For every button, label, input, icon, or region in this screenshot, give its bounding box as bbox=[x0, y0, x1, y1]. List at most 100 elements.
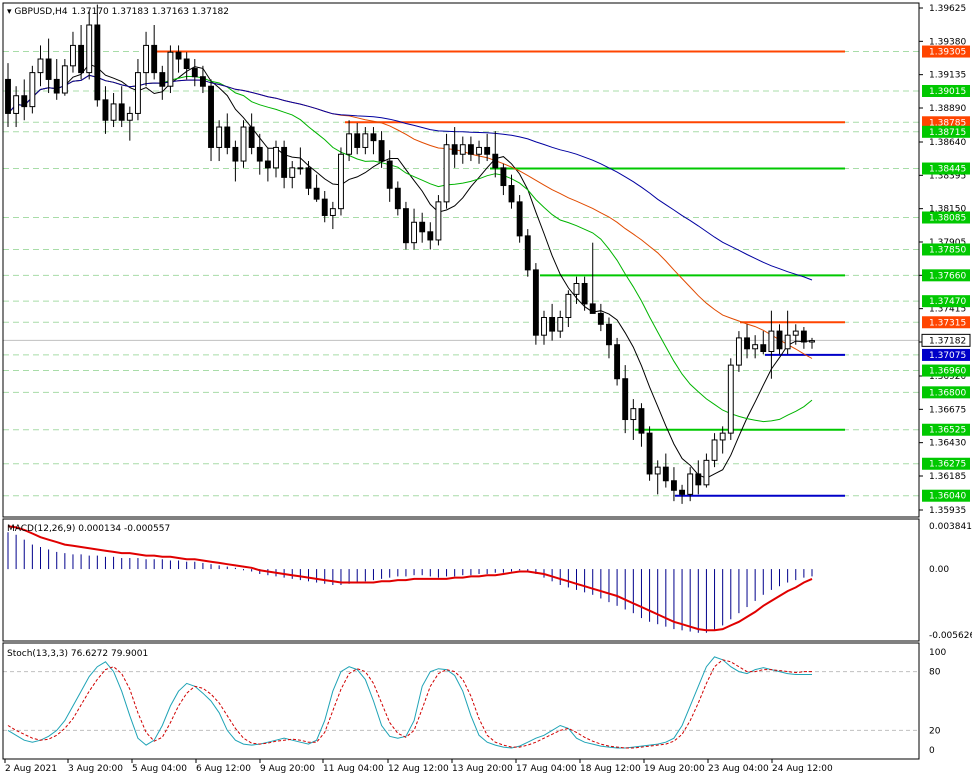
stoch-label: Stoch(13,3,3) 76.6272 79.9001 bbox=[7, 649, 148, 659]
bear-candle bbox=[281, 146, 288, 178]
level-tag-label: 1.36040 bbox=[929, 492, 966, 502]
bear-candle bbox=[776, 330, 783, 350]
level-tag-label: 1.37470 bbox=[929, 297, 966, 307]
bear-candle bbox=[191, 68, 198, 78]
price-tick-label: 1.37905 bbox=[929, 238, 966, 248]
bull-candle bbox=[727, 364, 734, 434]
time-tick-label: 23 Aug 04:00 bbox=[708, 764, 769, 774]
bear-candle bbox=[378, 140, 385, 162]
price-tick-label: 1.36920 bbox=[929, 372, 966, 382]
bear-candle bbox=[597, 312, 604, 325]
bull-candle bbox=[143, 44, 149, 74]
bull-candle bbox=[135, 72, 141, 114]
stoch-panel-frame bbox=[2, 642, 920, 760]
macd-tick-label: 0.00 bbox=[929, 565, 949, 575]
bull-candle bbox=[711, 439, 718, 461]
level-tag-box bbox=[922, 211, 970, 224]
ma-long-line bbox=[7, 74, 813, 281]
bull-candle bbox=[289, 167, 296, 178]
bull-candle bbox=[338, 153, 344, 210]
bear-candle bbox=[248, 126, 255, 148]
bear-candle bbox=[451, 144, 458, 155]
bear-candle bbox=[232, 146, 239, 162]
bear-candle bbox=[151, 44, 158, 74]
bull-candle bbox=[110, 103, 117, 121]
level-tag-box bbox=[922, 457, 970, 470]
level-tag-box bbox=[922, 45, 970, 58]
time-tick-label: 5 Aug 04:00 bbox=[132, 764, 187, 774]
bear-candle bbox=[53, 78, 60, 94]
level-tag-label: 1.36525 bbox=[929, 426, 966, 436]
bull-candle bbox=[768, 330, 775, 353]
bear-candle bbox=[492, 153, 499, 169]
bear-candle bbox=[78, 44, 85, 74]
bear-candle bbox=[419, 221, 426, 233]
bull-candle bbox=[687, 473, 694, 495]
bear-candle bbox=[581, 282, 588, 305]
macd-tick-label: 0.003841 bbox=[929, 522, 972, 532]
bull-candle bbox=[792, 330, 799, 336]
bear-candle bbox=[321, 198, 328, 216]
bull-candle bbox=[719, 432, 726, 441]
time-tick-label: 13 Aug 20:00 bbox=[452, 764, 513, 774]
time-tick-label: 24 Aug 12:00 bbox=[772, 764, 833, 774]
bear-candle bbox=[224, 126, 231, 148]
bear-candle bbox=[118, 103, 125, 121]
time-axis: 2 Aug 2021 3 Aug 20:00 5 Aug 04:00 6 Aug 12… bbox=[4, 759, 833, 774]
bull-candle bbox=[565, 293, 572, 318]
bull-candle bbox=[557, 316, 564, 332]
time-tick-label: 6 Aug 12:00 bbox=[196, 764, 251, 774]
level-tag-box bbox=[922, 364, 970, 377]
bear-candle bbox=[679, 489, 685, 495]
macd-panel: 0.003841 0.00 -0.005626 bbox=[7, 522, 972, 641]
level-tag-label: 1.36960 bbox=[929, 367, 966, 377]
bull-candle bbox=[346, 133, 353, 155]
stoch-tick-label: 100 bbox=[929, 648, 946, 658]
bull-candle bbox=[13, 95, 20, 114]
bear-candle bbox=[484, 146, 491, 155]
level-tag-box bbox=[922, 295, 970, 308]
stoch-panel: 100 80 20 0 bbox=[3, 648, 946, 756]
bull-candle bbox=[29, 72, 36, 108]
time-tick-label: 9 Aug 20:00 bbox=[260, 764, 315, 774]
bull-candle bbox=[573, 282, 580, 295]
ohlc-readout: 1.37170 1.37183 1.37163 1.37182 bbox=[72, 7, 229, 17]
bear-candle bbox=[354, 133, 361, 148]
bear-candle bbox=[94, 24, 101, 101]
bear-candle bbox=[370, 133, 377, 142]
level-tag-label: 1.37315 bbox=[929, 318, 966, 328]
bull-candle bbox=[273, 146, 279, 169]
bull-candle bbox=[541, 316, 547, 336]
bear-candle bbox=[614, 344, 621, 380]
bear-candle bbox=[199, 76, 206, 87]
bull-candle bbox=[61, 65, 68, 94]
level-tag-label: 1.38785 bbox=[929, 118, 966, 128]
stoch-tick-label: 80 bbox=[929, 668, 941, 678]
time-tick-label: 17 Aug 04:00 bbox=[516, 764, 577, 774]
bear-candle bbox=[662, 466, 669, 482]
bull-candle bbox=[167, 51, 174, 87]
header-triangle-icon: ▾ bbox=[7, 7, 14, 17]
bear-candle bbox=[394, 187, 401, 210]
level-tag-label: 1.37850 bbox=[929, 245, 966, 255]
bear-candle bbox=[427, 231, 434, 241]
bear-candle bbox=[305, 167, 312, 189]
bull-candle bbox=[435, 201, 442, 241]
macd-tick-label: -0.005626 bbox=[929, 631, 972, 641]
bear-candle bbox=[159, 72, 166, 87]
symbol: GBPUSD,H4 bbox=[14, 7, 67, 17]
level-tag-label: 1.38715 bbox=[929, 128, 966, 138]
bear-candle bbox=[744, 337, 750, 350]
time-tick-label: 2 Aug 2021 bbox=[5, 764, 57, 774]
bear-candle bbox=[671, 480, 677, 491]
price-tick-label: 1.36430 bbox=[929, 439, 966, 449]
bull-candle bbox=[809, 340, 815, 343]
header-title: ▾ GBPUSD,H4 1.37170 1.37183 1.37163 1.371… bbox=[7, 7, 229, 17]
stoch-signal-line bbox=[7, 659, 812, 749]
level-tag-label: 1.39015 bbox=[929, 87, 966, 97]
bear-candle bbox=[622, 378, 629, 421]
bear-candle bbox=[175, 51, 182, 60]
bull-candle bbox=[126, 112, 133, 121]
bear-candle bbox=[183, 58, 190, 70]
